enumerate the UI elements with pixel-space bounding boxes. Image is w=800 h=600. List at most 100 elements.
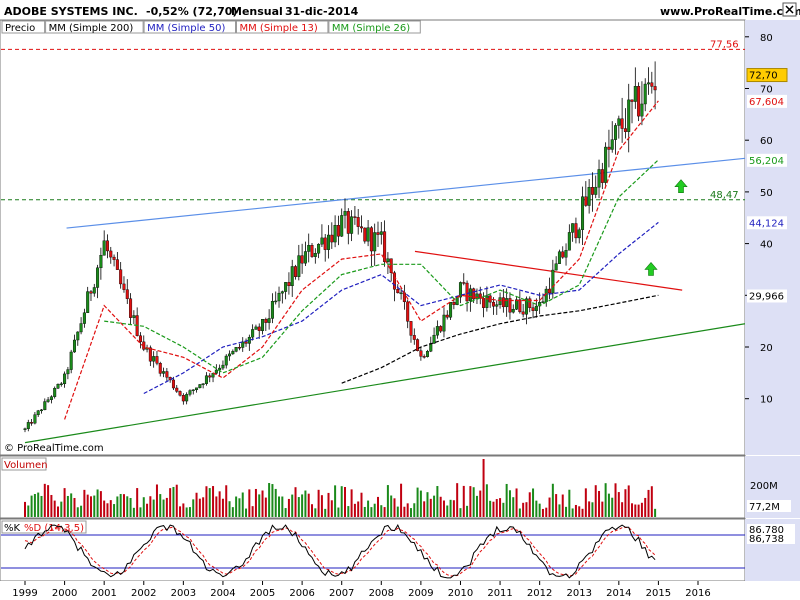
volume-bar [33,493,36,517]
candle-body [132,315,136,318]
candle-body [604,146,608,183]
volume-bar [50,494,53,517]
candle-body [63,373,67,385]
close-icon[interactable] [782,2,797,17]
year-label: 2012 [527,588,552,599]
volume-bar [541,508,544,517]
price-badge [747,153,787,167]
volume-bar [47,485,50,517]
volume-bar [406,503,409,517]
volume-bar [604,483,607,517]
candle-body [524,298,528,315]
candle-body [422,356,426,358]
support-trendline [24,323,745,444]
volume-bar [139,507,142,517]
volume-bar [574,504,577,517]
volume-bar [601,501,604,517]
candle-body [109,250,113,258]
change-text: -0,52% (72,70) [146,5,237,18]
candle-body [208,375,212,378]
candle-body [574,223,578,239]
candle-body [468,288,472,302]
volume-bar [353,503,356,517]
volume-bar [508,490,511,517]
year-label: 2011 [487,588,512,599]
candle-body [86,291,90,313]
year-label: 2014 [606,588,631,599]
candle-body [551,269,555,294]
volume-bar [551,483,554,517]
volume-bar [472,487,475,517]
price-badge [747,94,787,108]
volume-bar [489,500,492,517]
volume-bar [588,501,591,517]
volume-bar [485,484,488,517]
year-label: 2000 [52,588,77,599]
candle-body [439,326,443,332]
volume-bar [555,494,558,517]
volume-bar [433,495,436,517]
volume-bar [538,503,541,517]
candle-body [508,298,512,313]
candle-body [383,231,387,262]
candle-body [99,255,103,269]
volume-bar [287,498,290,517]
legend-box [45,20,144,34]
candle-body [310,245,314,257]
volume-bar [390,495,393,517]
website-text: www.ProRealTime.com [660,5,800,18]
candle-body [594,186,598,195]
candle-body [96,267,100,288]
candle-body [620,118,624,129]
price-tick-label: 40 [760,240,773,251]
volume-bar [179,506,182,517]
volume-bar [436,486,439,517]
volume-badge: 77,2M [747,500,791,513]
year-label: 2016 [685,588,710,599]
candle-body [204,375,208,384]
volume-bar [598,490,601,517]
volume-bar [532,488,535,517]
hline-label: 77,56 [710,39,739,50]
candle-body [313,253,317,257]
candle-body [610,139,614,150]
candle-body [254,326,258,330]
candle-body [49,396,53,400]
moving-average-line [143,221,659,395]
candle-body [518,299,522,313]
volume-bar [423,501,426,517]
volume-bar [396,506,399,517]
volume-bar [446,505,449,517]
candle-body [472,288,476,300]
volume-bar [238,498,241,517]
candle-body [307,245,311,252]
price-plot-area [1,48,745,444]
volume-bar [350,489,353,517]
year-label: 2015 [646,588,671,599]
candle-body [409,321,413,336]
candle-body [557,251,561,264]
volume-bar [258,494,261,517]
volume-bar [380,505,383,517]
candle-body [515,299,519,310]
candle-body [317,243,321,254]
candle-body [458,282,462,298]
legend-item: MM (Simple 26) [332,23,410,34]
upper-channel-line [66,157,745,229]
indicator-legend: Precio MM (Simple 200) MM (Simple 50) MM (S… [1,20,421,34]
volume-bar [76,507,79,517]
volume-bar [192,499,195,517]
volume-bar [43,483,46,517]
volume-bar [159,494,162,517]
stochastic-badges: 86,780 86,738 [747,524,795,545]
volume-bar [215,496,218,517]
volume-bar [627,485,630,517]
volume-bar [93,495,96,517]
candle-body [442,314,446,332]
volume-bar [462,485,465,517]
candle-body [336,225,340,237]
volume-bar [334,485,337,517]
year-label: 2010 [448,588,473,599]
volume-bar [370,507,373,517]
volume-bar [132,507,135,517]
